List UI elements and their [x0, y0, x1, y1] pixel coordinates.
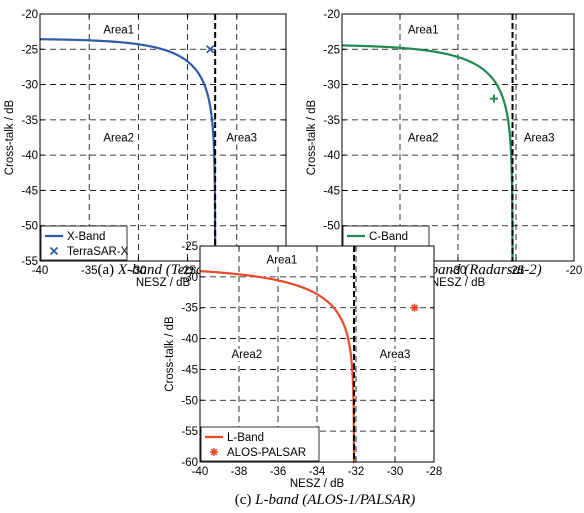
chart-1-ytick-label-4: -35	[21, 115, 38, 127]
chart-1-xtick-label-2: -30	[130, 265, 147, 277]
chart-3-xtick-label-0: -40	[192, 466, 209, 478]
chart-2-area-label-bg-3	[522, 132, 556, 145]
chart-3-xtick-label-2: -36	[270, 466, 287, 478]
chart-3-caption-title: L-band (ALOS-1/PALSAR)	[254, 492, 415, 508]
chart-3-caption-prefix: (c)	[235, 492, 255, 508]
chart-3-ytick-label-1: -55	[181, 426, 198, 438]
chart-1-legend-label-1: X-Band	[67, 231, 105, 243]
chart-1-legend: X-Band TerraSAR-X	[40, 225, 129, 261]
chart-1-frame	[39, 13, 287, 262]
chart-3-ytick-label-5: -35	[181, 303, 198, 315]
chart-2-area-label-1: Area1	[408, 25, 439, 37]
chart-3-xtick-label-4: -32	[348, 466, 365, 478]
chart-2-ylabel: Cross-talk / dB	[306, 99, 318, 175]
chart-1-xtick-label-3: -25	[179, 265, 196, 277]
chart-1-area-label-bg-2	[102, 132, 136, 145]
chart-3-ytick-label-3: -45	[181, 364, 198, 376]
chart-2-legend-label-1: C-Band	[369, 231, 408, 243]
chart-2-xtick-label-4: -20	[566, 265, 583, 277]
chart-3-xtick-label-3: -34	[309, 466, 326, 478]
chart-1-ytick-label-2: -45	[21, 185, 38, 197]
chart-2-ytick-label-3: -40	[323, 150, 340, 162]
chart-2-ytick-label-1: -50	[323, 221, 340, 233]
chart-3-legend: L-Band ALOS-PALSAR	[200, 426, 320, 462]
chart-3-ylabel: Cross-talk / dB	[164, 316, 176, 392]
chart-2-data-point	[489, 94, 498, 103]
chart-3-area-label-2: Area2	[231, 349, 262, 361]
chart-1-ytick-label-7: -20	[21, 9, 38, 21]
chart-3-xtick-label-5: -30	[387, 466, 404, 478]
chart-1-legend-box	[40, 225, 128, 261]
chart-2-ytick-label-5: -30	[323, 80, 340, 92]
chart-3-caption: (c) L-band (ALOS-1/PALSAR)	[235, 492, 416, 508]
chart-1-legend-label-2: TerraSAR-X	[67, 246, 129, 258]
chart-2-series-line	[341, 44, 514, 263]
chart-1-area-label-bg-3	[225, 132, 259, 145]
chart-2-ytick-label-7: -20	[323, 9, 340, 21]
chart-1-ytick-label-5: -30	[21, 80, 38, 92]
chart-1-ylabel: Cross-talk / dB	[4, 99, 16, 175]
chart-1-data-point	[206, 45, 215, 54]
chart-1-caption-prefix: (a)	[97, 262, 117, 278]
chart-2-ytick-label-4: -35	[323, 115, 340, 127]
chart-3-legend-label-1: L-Band	[227, 432, 264, 444]
chart-1-ytick-label-6: -25	[21, 44, 38, 56]
chart-2-area-label-bg-2	[406, 132, 440, 145]
chart-1-area-label-bg-1	[102, 24, 136, 37]
chart-3-ytick-label-4: -40	[181, 334, 198, 346]
chart-1-ytick-label-1: -50	[21, 221, 38, 233]
chart-3-series-line	[199, 270, 356, 464]
chart-1-legend-marker-swatch	[49, 246, 59, 256]
chart-3-area-label-bg-2	[230, 349, 264, 361]
chart-2-xlabel: NESZ / dB	[431, 277, 486, 289]
chart-3-area-label-bg-1	[265, 254, 299, 267]
chart-3-legend-label-2: ALOS-PALSAR	[227, 447, 306, 459]
chart-1-area-label-1: Area1	[103, 25, 134, 37]
chart-1-ytick-label-3: -40	[21, 150, 38, 162]
chart-3-ytick-label-2: -50	[181, 395, 198, 407]
chart-3-data-point	[410, 303, 419, 312]
chart-3-ytick-label-7: -25	[181, 241, 198, 253]
chart-1: Area1Area2Area3-40-35-30-25-20-15-55-50-…	[4, 9, 294, 289]
chart-2-area-label-bg-1	[406, 24, 440, 37]
chart-1-xtick-label-1: -35	[81, 265, 98, 277]
chart-2-ytick-label-2: -45	[323, 185, 340, 197]
chart-3-xlabel: NESZ / dB	[290, 478, 345, 490]
chart-3-ytick-label-6: -30	[181, 272, 198, 284]
chart-1-series-line	[39, 38, 217, 263]
chart-2-area-label-2: Area2	[408, 133, 439, 145]
chart-2-area-label-3: Area3	[524, 133, 555, 145]
chart-1-area-label-2: Area2	[103, 133, 134, 145]
chart-3-legend-marker-swatch	[210, 448, 218, 456]
chart-1-xlabel: NESZ / dB	[136, 277, 191, 289]
chart-3-area-label-bg-3	[378, 349, 412, 361]
chart-2-xtick-label-3: -25	[508, 265, 525, 277]
chart-3-xtick-label-6: -28	[426, 466, 443, 478]
chart-3-area-label-3: Area3	[380, 349, 411, 361]
chart-2-caption-title: C-band (Radarsat-2)	[416, 262, 542, 278]
chart-2-xtick-label-2: -30	[450, 265, 467, 277]
chart-2-ytick-label-6: -25	[323, 44, 340, 56]
chart-1-area-label-3: Area3	[226, 133, 257, 145]
chart-3-legend-box	[200, 426, 320, 462]
chart-1-ytick-label-0: -55	[21, 256, 38, 268]
chart-1-xtick-label-0: -40	[32, 265, 49, 277]
chart-3-area-label-1: Area1	[267, 255, 298, 267]
chart-3-xtick-label-1: -38	[231, 466, 248, 478]
chart-3-ytick-label-0: -60	[181, 457, 198, 469]
